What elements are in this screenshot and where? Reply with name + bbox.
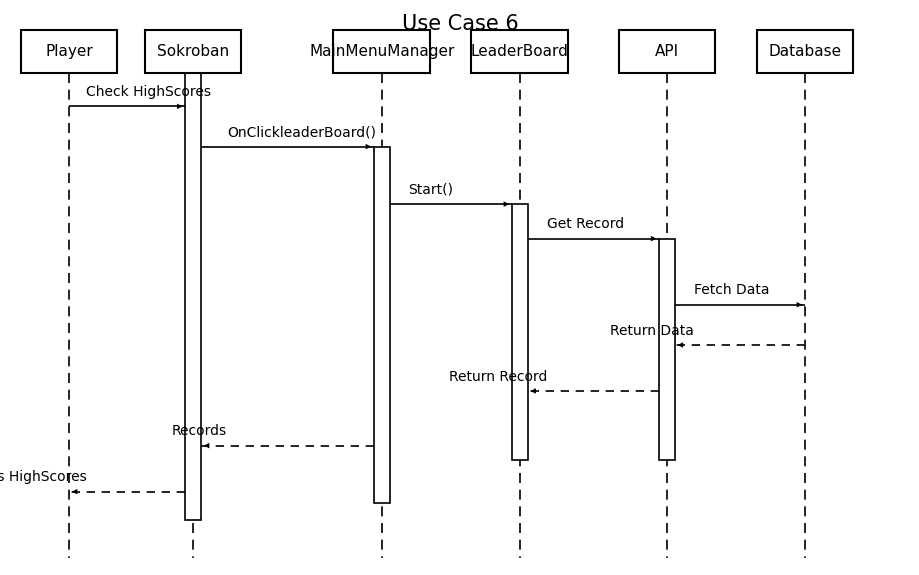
Text: Get Record: Get Record <box>547 217 624 231</box>
Bar <box>145 30 241 73</box>
Text: Start(): Start() <box>407 183 452 197</box>
Text: Fetch Data: Fetch Data <box>694 283 769 297</box>
Bar <box>186 73 200 520</box>
Bar <box>618 30 715 73</box>
Text: Sokroban: Sokroban <box>157 44 229 59</box>
Text: Return Data: Return Data <box>610 324 694 338</box>
Bar <box>20 30 118 73</box>
Text: Records: Records <box>172 424 227 438</box>
Text: OnClickleaderBoard(): OnClickleaderBoard() <box>227 125 376 139</box>
Bar <box>659 239 675 460</box>
Bar <box>333 30 430 73</box>
Text: Database: Database <box>767 44 841 59</box>
Text: MainMenuManager: MainMenuManager <box>309 44 454 59</box>
Text: Use Case 6: Use Case 6 <box>402 14 517 34</box>
Text: LeaderBoard: LeaderBoard <box>471 44 568 59</box>
Bar <box>511 204 528 460</box>
Text: Check HighScores: Check HighScores <box>86 85 211 99</box>
Text: Return Record: Return Record <box>448 370 547 384</box>
Bar <box>373 147 390 503</box>
Text: Shows HighScores: Shows HighScores <box>0 470 86 484</box>
Bar <box>756 30 853 73</box>
Text: Player: Player <box>45 44 93 59</box>
Text: API: API <box>654 44 678 59</box>
Bar <box>471 30 568 73</box>
